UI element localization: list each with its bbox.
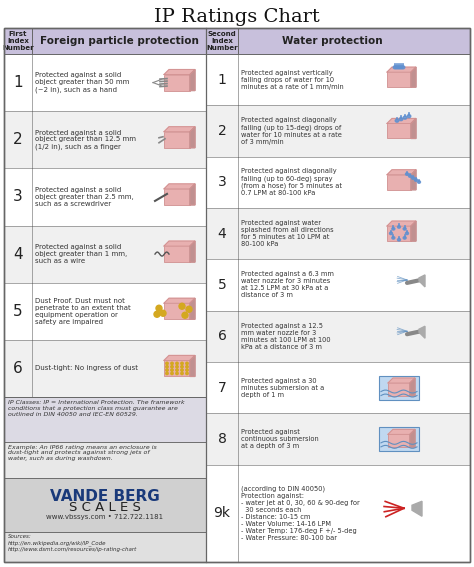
Polygon shape [411, 170, 416, 190]
Bar [388, 434, 410, 447]
Text: 2: 2 [218, 124, 227, 138]
Circle shape [186, 362, 188, 365]
Polygon shape [387, 67, 416, 72]
Bar [387, 226, 411, 241]
Text: Protected against vertically
falling drops of water for 10
minutes at a rate of : Protected against vertically falling dro… [241, 70, 344, 90]
Polygon shape [412, 501, 422, 516]
Circle shape [171, 372, 173, 375]
Bar [4, 168, 206, 226]
Text: 6: 6 [13, 361, 23, 376]
Polygon shape [164, 356, 195, 361]
Circle shape [176, 362, 178, 365]
Polygon shape [397, 66, 401, 69]
Polygon shape [406, 232, 409, 235]
Circle shape [186, 366, 188, 368]
Text: Protected against a 12.5
mm water nozzle for 3
minutes at 100 LPM at 100
kPa at : Protected against a 12.5 mm water nozzle… [241, 323, 331, 350]
Polygon shape [399, 66, 403, 69]
Polygon shape [395, 119, 399, 122]
Polygon shape [388, 429, 415, 434]
Text: VANDE BERG: VANDE BERG [50, 489, 160, 503]
Bar [206, 259, 470, 311]
Text: 1: 1 [13, 75, 23, 90]
Circle shape [181, 372, 183, 375]
Text: Dust Proof. Dust must not
penetrate to an extent that
equipment operation or
saf: Dust Proof. Dust must not penetrate to a… [35, 298, 131, 325]
Bar [379, 375, 419, 400]
Circle shape [176, 372, 178, 375]
Polygon shape [190, 298, 195, 319]
Bar [4, 28, 206, 54]
Text: 5: 5 [218, 278, 227, 292]
Text: Example: An IP66 rating means an enclosure is
dust-tight and protects against st: Example: An IP66 rating means an enclosu… [8, 445, 157, 461]
Text: Protected against a solid
object greater than 50 mm
(~2 in), such as a hand: Protected against a solid object greater… [35, 73, 129, 93]
Text: Second
Index
Number: Second Index Number [206, 31, 238, 51]
Circle shape [166, 372, 168, 375]
Polygon shape [190, 70, 195, 91]
Polygon shape [410, 378, 415, 396]
Polygon shape [190, 356, 195, 376]
Bar [206, 156, 470, 208]
Polygon shape [390, 232, 392, 235]
Circle shape [171, 362, 173, 365]
Circle shape [171, 366, 173, 368]
Bar [4, 340, 206, 397]
Polygon shape [164, 184, 195, 189]
Polygon shape [387, 119, 416, 124]
Polygon shape [398, 239, 401, 241]
Bar [388, 383, 410, 396]
Polygon shape [399, 118, 403, 121]
Circle shape [182, 312, 188, 318]
Bar [4, 283, 206, 340]
Polygon shape [190, 127, 195, 148]
Bar [4, 111, 206, 168]
Text: 2: 2 [13, 132, 23, 147]
Bar [206, 413, 470, 464]
Bar [387, 175, 411, 190]
Text: 5: 5 [13, 304, 23, 319]
Text: S C A L E S: S C A L E S [69, 501, 141, 514]
Text: Dust-tight: No ingress of dust: Dust-tight: No ingress of dust [35, 365, 138, 371]
Polygon shape [392, 227, 395, 230]
Polygon shape [406, 173, 409, 175]
Polygon shape [419, 275, 425, 287]
Bar [4, 397, 206, 442]
Circle shape [166, 366, 168, 368]
Text: (according to DIN 40050)
Protection against:
- water jet at 0, 30, 60 & 90-deg f: (according to DIN 40050) Protection agai… [241, 485, 360, 541]
Text: IP Classes: IP = International Protection. The framework
conditions that a prote: IP Classes: IP = International Protectio… [8, 400, 185, 417]
Circle shape [166, 362, 168, 365]
Text: Water protection: Water protection [282, 36, 383, 46]
Circle shape [154, 311, 160, 318]
Bar [206, 464, 470, 562]
Text: 7: 7 [218, 380, 227, 395]
Bar [4, 478, 206, 532]
Text: First
Index
Number: First Index Number [2, 31, 34, 51]
Polygon shape [388, 378, 415, 383]
Polygon shape [401, 66, 405, 69]
Bar [4, 532, 206, 562]
Text: 9k: 9k [213, 506, 230, 521]
Circle shape [156, 305, 162, 311]
Polygon shape [409, 175, 411, 177]
Polygon shape [164, 298, 195, 303]
Circle shape [186, 306, 192, 312]
Text: 3: 3 [13, 189, 23, 205]
Bar [164, 303, 190, 319]
Circle shape [166, 369, 168, 371]
Polygon shape [395, 66, 399, 69]
Text: Protected against a solid
object greater than 1 mm,
such as a wire: Protected against a solid object greater… [35, 244, 127, 264]
Polygon shape [403, 227, 406, 230]
Bar [164, 246, 190, 262]
Circle shape [186, 369, 188, 371]
Polygon shape [190, 184, 195, 205]
Bar [164, 75, 190, 91]
Polygon shape [407, 115, 411, 118]
Text: Protected against
continuous submersion
at a depth of 3 m: Protected against continuous submersion … [241, 429, 319, 449]
Bar [206, 311, 470, 362]
Circle shape [171, 369, 173, 371]
Polygon shape [392, 236, 395, 239]
Polygon shape [411, 221, 416, 241]
Text: 4: 4 [13, 247, 23, 261]
Polygon shape [411, 67, 416, 87]
Polygon shape [410, 429, 415, 447]
Text: 3: 3 [218, 175, 227, 189]
Polygon shape [387, 170, 416, 175]
